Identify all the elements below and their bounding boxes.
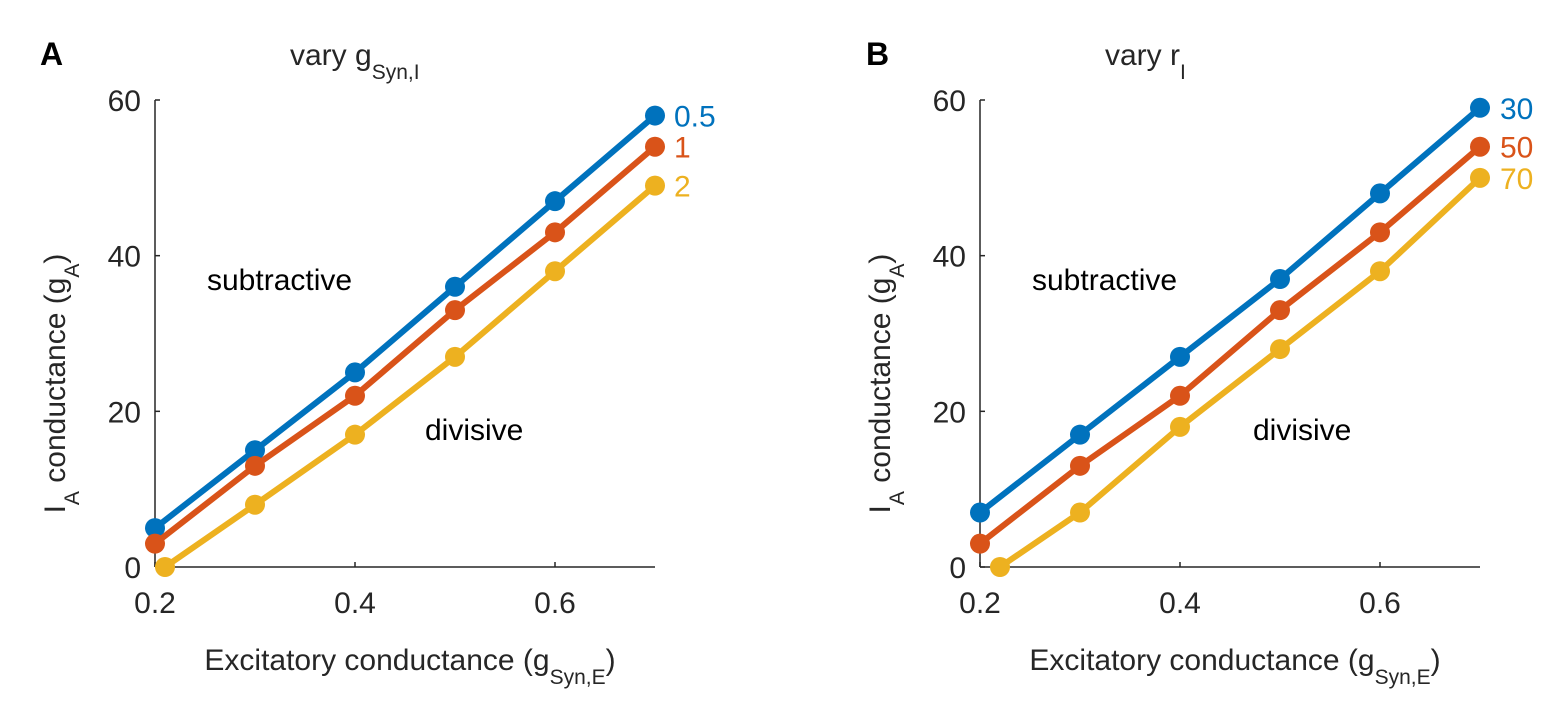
data-point xyxy=(1170,416,1190,437)
data-point xyxy=(645,175,665,196)
data-point xyxy=(445,276,465,297)
series-line xyxy=(977,104,1483,516)
data-point xyxy=(1070,424,1090,445)
x-tick-label: 0.2 xyxy=(959,587,1001,620)
data-point xyxy=(970,533,990,554)
series-0.5: 0.5 xyxy=(145,101,716,539)
x-tick-label: 0.6 xyxy=(1359,587,1401,620)
chart-title: vary rI xyxy=(1105,39,1186,84)
y-tick-label: 40 xyxy=(933,241,966,274)
y-tick-label: 0 xyxy=(124,552,141,585)
panel-label: A xyxy=(40,36,63,72)
y-tick-label: 40 xyxy=(108,241,141,274)
data-point xyxy=(1270,300,1290,321)
data-point xyxy=(1270,339,1290,360)
y-tick-label: 60 xyxy=(108,85,141,118)
series-end-label: 70 xyxy=(1500,163,1533,196)
data-point xyxy=(245,455,265,476)
data-point xyxy=(145,518,165,539)
series-end-label: 50 xyxy=(1500,132,1533,165)
series-end-label: 2 xyxy=(674,171,691,204)
y-tick-label: 60 xyxy=(933,85,966,118)
y-tick-label: 0 xyxy=(949,552,966,585)
annotation-divisive: divisive xyxy=(425,414,523,447)
x-axis-label: Excitatory conductance (gSyn,E) xyxy=(204,644,615,689)
y-axis-label: IA conductance (gA) xyxy=(864,254,909,514)
data-point xyxy=(1370,183,1390,204)
data-point xyxy=(145,533,165,554)
x-tick-label: 0.4 xyxy=(1159,587,1201,620)
data-point xyxy=(1270,269,1290,290)
x-tick-label: 0.2 xyxy=(134,587,176,620)
data-point xyxy=(345,424,365,445)
data-point xyxy=(1370,222,1390,243)
series-50: 50 xyxy=(970,132,1533,554)
data-point xyxy=(645,105,665,126)
series-line xyxy=(977,143,1483,547)
chart-title: vary gSyn,I xyxy=(290,39,420,84)
series-end-label: 0.5 xyxy=(674,101,716,134)
series-2: 2 xyxy=(155,171,691,577)
x-axis-label: Excitatory conductance (gSyn,E) xyxy=(1029,644,1440,689)
y-tick-label: 20 xyxy=(108,396,141,429)
data-point xyxy=(970,502,990,523)
data-point xyxy=(445,300,465,321)
series-30: 30 xyxy=(970,93,1533,523)
series-line xyxy=(997,174,1483,570)
data-point xyxy=(1370,261,1390,282)
chart-panel-b: 0 20 40 60 0.2 0.4 0.6 B vary rI Excitatory condu… xyxy=(864,36,1533,689)
data-point xyxy=(445,346,465,367)
x-tick-label: 0.6 xyxy=(534,587,576,620)
data-point xyxy=(1070,455,1090,476)
data-point xyxy=(345,362,365,383)
data-point xyxy=(1170,385,1190,406)
series-end-label: 1 xyxy=(674,132,691,165)
data-point xyxy=(155,557,175,577)
data-point xyxy=(545,191,565,212)
series-line xyxy=(152,112,658,532)
annotation-subtractive: subtractive xyxy=(207,264,352,297)
chart-panel-a: 0 20 40 60 0.2 0.4 0.6 A vary gSyn,I Excitatory c… xyxy=(39,36,716,689)
data-point xyxy=(1470,97,1490,118)
data-point xyxy=(245,440,265,461)
y-axis-label: IA conductance (gA) xyxy=(39,254,84,514)
data-point xyxy=(545,261,565,282)
data-point xyxy=(1070,502,1090,523)
data-point xyxy=(990,557,1010,577)
series-line xyxy=(152,143,658,547)
annotation-subtractive: subtractive xyxy=(1032,264,1177,297)
data-point xyxy=(1170,346,1190,367)
data-point xyxy=(245,494,265,515)
panel-label: B xyxy=(866,36,889,72)
series-line xyxy=(162,182,658,570)
data-point xyxy=(345,385,365,406)
series-70: 70 xyxy=(990,163,1533,577)
series-1: 1 xyxy=(145,132,691,554)
data-point xyxy=(645,136,665,157)
data-point xyxy=(1470,136,1490,157)
x-tick-label: 0.4 xyxy=(334,587,376,620)
data-point xyxy=(1470,167,1490,188)
data-point xyxy=(545,222,565,243)
series-end-label: 30 xyxy=(1500,93,1533,126)
y-tick-label: 20 xyxy=(933,396,966,429)
annotation-divisive: divisive xyxy=(1253,414,1351,447)
